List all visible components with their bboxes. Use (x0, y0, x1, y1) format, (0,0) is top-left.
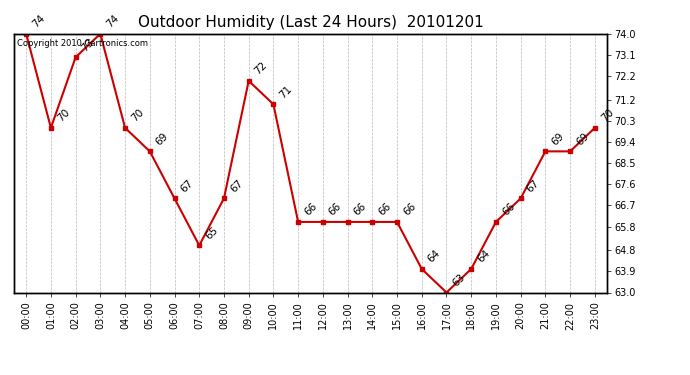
Text: 66: 66 (500, 201, 517, 218)
Text: 66: 66 (401, 201, 417, 218)
Text: 66: 66 (352, 201, 368, 218)
Text: 66: 66 (302, 201, 319, 218)
Text: 65: 65 (204, 225, 220, 241)
Text: 69: 69 (154, 131, 170, 147)
Text: 64: 64 (426, 248, 442, 265)
Text: Copyright 2010 Cartronics.com: Copyright 2010 Cartronics.com (17, 39, 148, 48)
Text: 63: 63 (451, 272, 467, 288)
Title: Outdoor Humidity (Last 24 Hours)  20101201: Outdoor Humidity (Last 24 Hours) 2010120… (137, 15, 484, 30)
Text: 67: 67 (525, 178, 541, 194)
Text: 70: 70 (129, 107, 146, 124)
Text: 69: 69 (574, 131, 591, 147)
Text: 67: 67 (179, 178, 195, 194)
Text: 72: 72 (253, 60, 269, 76)
Text: 66: 66 (377, 201, 393, 218)
Text: 70: 70 (599, 107, 615, 124)
Text: 66: 66 (327, 201, 344, 218)
Text: 67: 67 (228, 178, 244, 194)
Text: 70: 70 (55, 107, 71, 124)
Text: 73: 73 (80, 37, 96, 53)
Text: 74: 74 (30, 13, 47, 30)
Text: 71: 71 (277, 84, 294, 100)
Text: 69: 69 (549, 131, 566, 147)
Text: 64: 64 (475, 248, 492, 265)
Text: 74: 74 (104, 13, 121, 30)
